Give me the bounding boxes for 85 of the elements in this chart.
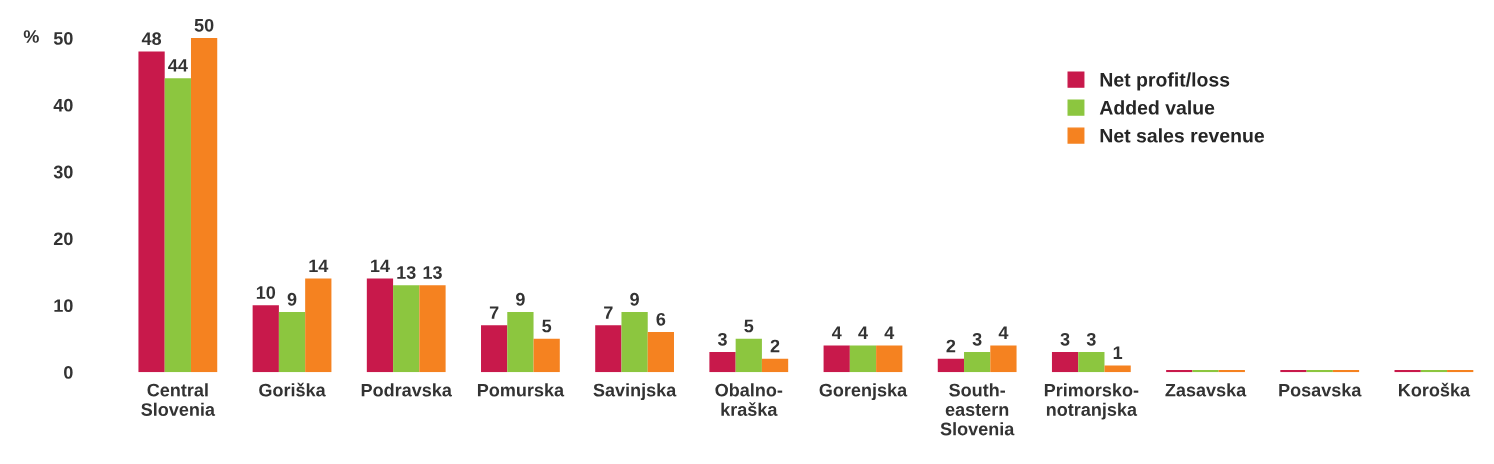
bar [278,311,306,373]
data-label: 9 [516,292,525,306]
bar [190,38,218,373]
x-tick-label: Koroška [1399,382,1471,397]
bar [1192,370,1219,373]
bar [305,278,332,373]
bar [1280,370,1307,373]
bar [366,278,394,373]
bar [1332,370,1360,373]
data-label: 44 [168,59,188,72]
bar [507,311,534,373]
bar [990,345,1017,373]
y-axis-title: % [23,30,39,43]
bar [595,325,622,373]
bar [1218,370,1245,373]
legend-label: Net profit/loss [1100,72,1230,91]
data-label: 6 [656,312,666,326]
data-label: 4 [998,326,1009,339]
data-label: 7 [604,306,613,319]
data-label: 4 [831,326,842,339]
data-label: 3 [1086,332,1096,346]
x-tick-label: Posavska [1279,383,1362,397]
y-tick-label: 0 [64,366,73,379]
bar [621,311,648,373]
data-label: 4 [858,326,868,339]
y-tick-label: 50 [53,31,73,45]
bar [1051,352,1079,373]
bar [823,345,850,373]
bar [1078,352,1105,373]
bar [138,51,165,373]
data-label: 50 [194,18,214,32]
data-label: 9 [287,292,297,306]
bar [761,358,789,373]
x-tick-label: Pomurska [477,383,565,397]
data-label: 5 [744,319,754,333]
bar [164,78,191,373]
data-label: 3 [717,332,727,346]
data-label: 2 [946,339,956,353]
data-label: 10 [256,286,276,299]
data-label: 14 [371,259,390,273]
legend-label: Net sales revenue [1100,128,1265,143]
data-label: 5 [542,319,552,333]
bar [393,285,420,373]
x-tick-label: South- eastern Slovenia [940,383,1015,436]
bar [937,358,965,373]
x-tick-label: Podravska [361,383,452,397]
bar [419,285,446,373]
data-label: 14 [309,259,329,273]
data-label: 7 [489,306,499,319]
y-tick-label: 20 [53,232,73,246]
bar [876,345,903,373]
x-tick-label: Obalno- kraška [715,383,783,416]
x-tick-label: Savinjska [593,383,677,401]
data-label: 4 [884,326,895,339]
bar [481,325,508,373]
data-label: 1 [1113,346,1123,359]
bar [1420,370,1448,373]
x-tick-label: Primorsko- notranjska [1044,383,1139,420]
bar [1104,365,1131,373]
y-tick-label: 40 [53,98,73,112]
data-label: 13 [423,266,442,279]
data-label: 13 [397,266,416,279]
bar [1447,370,1474,373]
x-tick-label: Goriška [259,382,326,397]
data-label: 9 [630,292,639,306]
data-label: 3 [1060,332,1070,346]
x-tick-label: Zasavska [1165,383,1247,397]
bar [252,305,279,373]
bar [849,345,877,373]
x-tick-label: Gorenjska [819,383,908,401]
bar [735,338,762,373]
y-tick-label: 30 [53,165,73,179]
bar [1394,370,1421,373]
bar [533,338,560,373]
data-label: 3 [972,332,982,346]
data-label: 2 [770,339,780,353]
legend-label: Added value [1099,100,1215,115]
y-tick-label: 10 [54,299,73,313]
bar [1306,370,1333,373]
bar [1166,370,1193,373]
bar [647,332,674,373]
bar [964,352,991,373]
x-tick-label: Central Slovenia [141,383,216,416]
data-label: 48 [141,32,162,46]
bar [709,352,736,373]
